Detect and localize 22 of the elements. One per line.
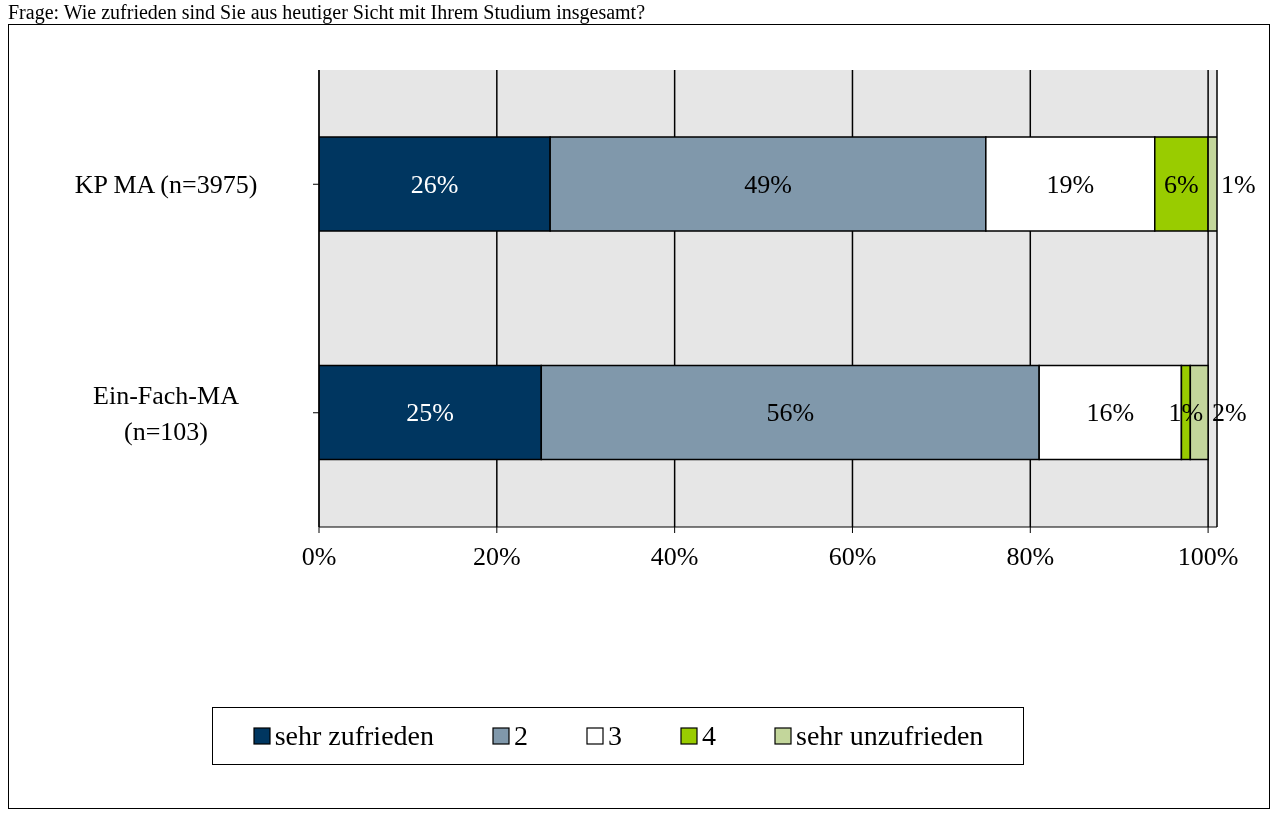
legend-label: 3 <box>607 720 622 752</box>
legend-label: sehr zufrieden <box>273 720 434 752</box>
legend-label: sehr unzufrieden <box>795 720 984 752</box>
x-tick-label: 80% <box>1006 542 1055 572</box>
x-tick-label: 0% <box>301 542 337 572</box>
x-tick-label: 60% <box>828 542 877 572</box>
x-tick-label: 40% <box>650 542 699 572</box>
y-tick-label: KP MA (n=3975) <box>74 169 258 199</box>
chart-title: Frage: Wie zufrieden sind Sie aus heutiger Sicht mit Ihrem Studium insgesamt? <box>8 0 647 24</box>
y-tick-label: Ein-Fach-MA (n=103) <box>93 380 240 446</box>
legend-label: 4 <box>701 720 716 752</box>
data-label: 16% <box>1086 398 1135 427</box>
data-label: 1% <box>1221 169 1256 199</box>
x-tick-label: 20% <box>472 542 521 572</box>
data-label: 19% <box>1046 169 1095 199</box>
legend-label: 2 <box>513 720 528 752</box>
data-label: 56% <box>766 398 815 427</box>
data-label: 49% <box>744 169 792 199</box>
data-label: 25% <box>406 398 454 427</box>
data-label: 26% <box>410 169 459 199</box>
data-label: 6% <box>1164 169 1199 199</box>
x-tick-label: 100% <box>1177 542 1239 572</box>
